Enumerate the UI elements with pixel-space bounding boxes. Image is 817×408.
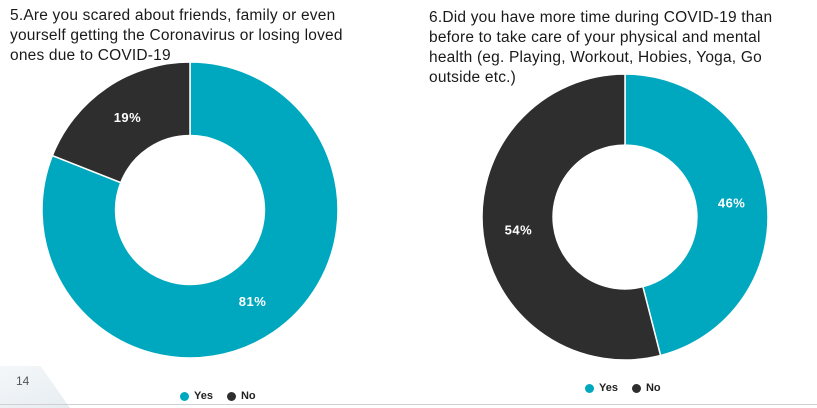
legend-swatch-yes	[585, 383, 594, 393]
slice-label-no: 19%	[114, 110, 142, 125]
page-number: 14	[16, 374, 30, 388]
bottom-divider	[0, 404, 817, 405]
slice-label-yes: 46%	[718, 196, 746, 211]
legend-item-no: No	[631, 382, 661, 394]
donut-slice-yes	[624, 73, 769, 357]
legend-more-time: Yes No	[585, 382, 675, 394]
slice-label-yes: 81%	[239, 294, 267, 309]
legend-label-no: No	[645, 382, 661, 394]
legend-swatch-no	[226, 391, 236, 401]
legend-item-yes: Yes	[180, 390, 213, 402]
donut-slice-yes	[41, 61, 339, 359]
chart-title-scared-covid: 5.Are you scared about friends, family o…	[10, 7, 343, 64]
slice-label-no: 54%	[505, 222, 533, 237]
donut-slice-no	[51, 61, 191, 184]
donut-chart-scared-covid: 81% 19%	[41, 61, 339, 359]
legend-swatch-no	[631, 383, 641, 393]
legend-item-yes: Yes	[585, 382, 618, 394]
legend-label-yes: Yes	[599, 382, 618, 394]
donut-slice-no	[481, 73, 662, 361]
legend-label-yes: Yes	[194, 390, 213, 402]
legend-scared-covid: Yes No	[180, 390, 270, 402]
donut-chart-more-time: 46% 54%	[481, 73, 769, 361]
legend-label-no: No	[240, 390, 256, 402]
chart-title-more-time: 6.Did you have more time during COVID-19…	[429, 9, 773, 86]
page-number-tab	[0, 366, 70, 408]
legend-item-no: No	[226, 390, 256, 402]
legend-swatch-yes	[180, 391, 189, 401]
